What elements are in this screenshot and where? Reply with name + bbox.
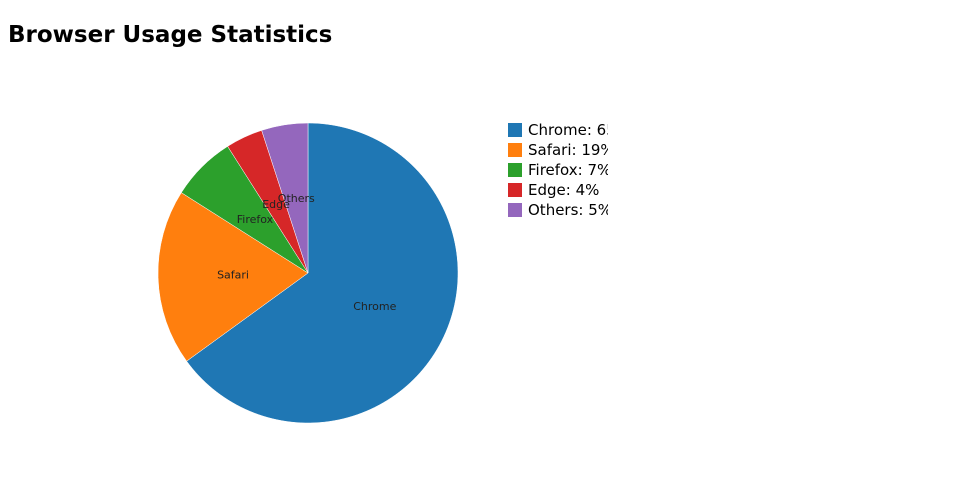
legend-swatch	[508, 183, 522, 197]
legend-label: Safari: 19%	[528, 141, 608, 159]
pie-slice-others	[261, 122, 309, 274]
legend-swatch	[508, 203, 522, 217]
legend-item-firefox: Firefox: 7%	[508, 160, 608, 180]
legend-swatch	[508, 123, 522, 137]
pie-slices	[157, 122, 459, 424]
legend-item-edge: Edge: 4%	[508, 180, 608, 200]
pie-slice-chrome	[186, 122, 459, 424]
legend-label: Edge: 4%	[528, 181, 600, 199]
slice-label-others: Others	[278, 192, 315, 205]
legend-item-chrome: Chrome: 65%	[508, 120, 608, 140]
slice-label-chrome: Chrome	[353, 300, 396, 313]
legend-item-safari: Safari: 19%	[508, 140, 608, 160]
legend: Chrome: 65% Safari: 19% Firefox: 7% Edge: 4…	[508, 120, 608, 220]
legend-swatch	[508, 143, 522, 157]
legend-label: Chrome: 65%	[528, 121, 608, 139]
legend-item-others: Others: 5%	[508, 200, 608, 220]
chart-title: Browser Usage Statistics	[8, 22, 333, 48]
slice-label-firefox: Firefox	[237, 213, 274, 226]
slice-label-safari: Safari	[217, 268, 249, 281]
legend-label: Others: 5%	[528, 201, 608, 219]
slice-label-edge: Edge	[262, 198, 290, 211]
legend-label: Firefox: 7%	[528, 161, 608, 179]
legend-swatch	[508, 163, 522, 177]
pie-slice-safari	[157, 192, 309, 362]
